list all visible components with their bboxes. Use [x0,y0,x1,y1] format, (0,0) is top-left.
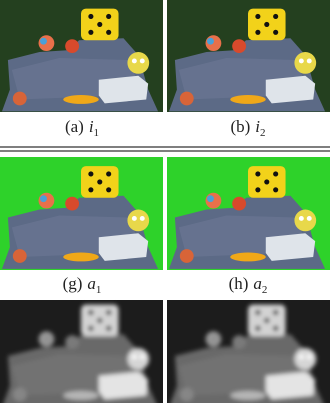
caption: (a)i1 [65,117,99,139]
caption: (g)a1 [63,274,102,296]
caption-tag: (h) [229,274,249,293]
figure: (a)i1(b)i2(g)a1(h)a2 [0,0,330,403]
caption-var: a [87,274,96,293]
caption-sub: 1 [94,127,100,139]
caption-sub: 2 [262,284,268,296]
caption-tag: (a) [65,117,84,136]
caption-sub: 2 [260,127,266,139]
caption: (h)a2 [229,274,268,296]
caption: (b)i2 [230,117,265,139]
row-depth [0,300,330,403]
row-albedo [0,157,330,270]
caption-sub: 1 [96,284,102,296]
caption-tag: (b) [230,117,250,136]
caption-var: a [253,274,262,293]
row-input [0,0,330,112]
caption-tag: (g) [63,274,83,293]
